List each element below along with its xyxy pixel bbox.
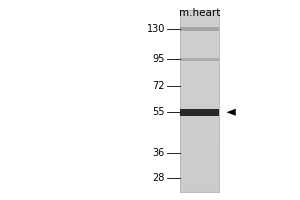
Bar [180,85,219,87]
Bar [180,109,219,116]
Bar [180,10,219,192]
Bar [180,60,219,62]
Bar [180,76,219,78]
Bar [180,185,219,187]
Bar [180,172,219,174]
Bar [180,65,219,67]
Bar [180,140,219,142]
Polygon shape [226,109,236,116]
Bar [180,40,219,42]
Bar [180,149,219,151]
Bar [180,94,219,96]
Bar [180,24,219,26]
Bar [180,58,219,61]
Bar [180,165,219,167]
Bar [180,156,219,158]
Bar [180,17,219,19]
Bar [180,133,219,135]
Bar [180,74,219,76]
Bar [180,15,219,17]
Bar [180,178,219,181]
Bar [180,117,219,119]
Bar [180,35,219,37]
Bar [180,51,219,53]
Bar [180,81,219,83]
Bar [180,19,219,21]
Bar [180,162,219,165]
Bar [180,142,219,144]
Bar [180,92,219,94]
Bar [180,153,219,156]
Bar [180,96,219,99]
Bar [180,108,219,110]
Bar [180,46,219,49]
Bar [180,12,219,15]
Bar [180,30,219,33]
Bar [180,124,219,126]
Bar [180,27,219,31]
Bar [180,169,219,172]
Bar [180,10,219,12]
Text: m.heart: m.heart [179,8,220,18]
Bar [180,33,219,35]
Bar [180,115,219,117]
Bar [180,44,219,46]
Bar [180,99,219,101]
Bar [180,119,219,121]
Bar [180,78,219,81]
Bar [180,137,219,140]
Bar [180,56,219,58]
Bar [180,187,219,190]
Bar [180,62,219,65]
Bar [180,28,219,30]
Bar [180,160,219,162]
Bar [180,58,219,60]
Bar [180,42,219,44]
Bar [180,121,219,124]
Bar [180,67,219,69]
Bar [180,110,219,112]
Bar [180,158,219,160]
Bar [180,176,219,178]
Bar [180,126,219,128]
Bar [180,87,219,90]
Bar [180,167,219,169]
Bar [180,53,219,56]
Bar [180,21,219,24]
Bar [180,181,219,183]
Bar [180,90,219,92]
Bar [180,83,219,85]
Bar [180,71,219,74]
Bar [180,37,219,40]
Bar [180,106,219,108]
Bar [180,135,219,137]
Text: 28: 28 [153,173,165,183]
Bar [180,174,219,176]
Text: 130: 130 [147,24,165,34]
Bar [180,190,219,192]
Text: 36: 36 [153,148,165,158]
Text: 72: 72 [152,81,165,91]
Bar [180,128,219,131]
Bar [180,69,219,71]
Bar [180,26,219,28]
Bar [180,103,219,106]
Text: 55: 55 [152,107,165,117]
Bar [180,144,219,146]
Bar [180,146,219,149]
Bar [180,49,219,51]
Bar [180,131,219,133]
Bar [180,183,219,185]
Bar [180,112,219,115]
Bar [180,101,219,103]
Text: 95: 95 [153,54,165,64]
Bar [180,151,219,153]
